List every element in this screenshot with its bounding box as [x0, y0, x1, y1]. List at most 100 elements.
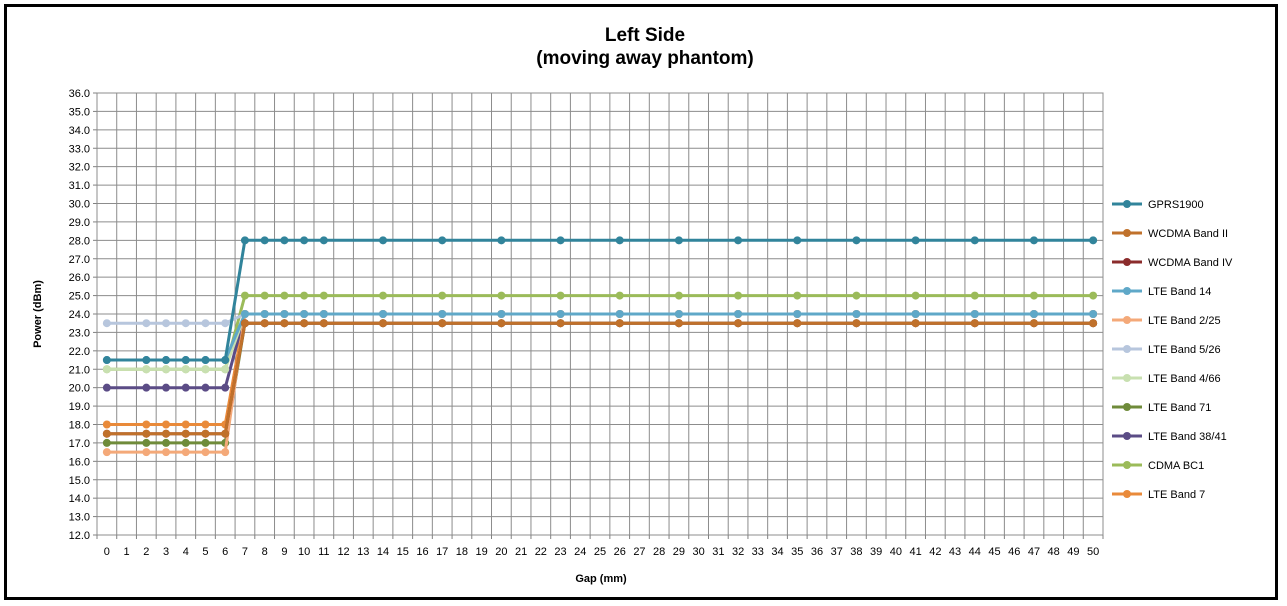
y-tick-label: 25.0 — [69, 291, 90, 303]
data-point — [852, 236, 861, 245]
data-point — [734, 310, 743, 318]
y-tick-label: 30.0 — [69, 199, 90, 211]
data-point — [181, 448, 190, 457]
data-point — [438, 319, 447, 328]
data-point — [793, 291, 802, 300]
y-tick-label: 36.0 — [69, 88, 90, 100]
x-tick-label: 36 — [811, 546, 823, 558]
data-point — [162, 356, 171, 365]
data-point — [379, 310, 388, 318]
data-point — [181, 319, 190, 328]
x-tick-label: 41 — [909, 546, 921, 558]
data-point — [181, 438, 190, 447]
legend-swatch-marker — [1123, 432, 1131, 440]
data-point — [162, 429, 171, 438]
x-tick-label: 32 — [732, 546, 744, 558]
x-tick-label: 12 — [337, 546, 349, 558]
y-tick-label: 18.0 — [69, 420, 90, 432]
x-tick-label: 16 — [416, 546, 428, 558]
x-tick-label: 13 — [357, 546, 369, 558]
data-point — [162, 438, 171, 447]
data-point — [142, 356, 151, 365]
data-point — [102, 448, 111, 457]
legend-item: LTE Band 7 — [1112, 489, 1205, 501]
y-axis-label: Power (dBm) — [32, 280, 44, 348]
y-tick-label: 28.0 — [69, 235, 90, 247]
y-tick-label: 26.0 — [69, 272, 90, 284]
data-point — [102, 365, 111, 374]
data-point — [1029, 319, 1038, 328]
x-axis-ticks: 0 1 2 3 4 5 6 7 8 9 10 11 12 13 14 15 16 17 18 19 20 21 22 23 24… — [104, 546, 1099, 558]
data-point — [319, 319, 328, 328]
data-point — [102, 319, 111, 328]
x-tick-label: 3 — [163, 546, 169, 558]
data-point — [674, 291, 683, 300]
y-tick-label: 20.0 — [69, 383, 90, 395]
x-tick-label: 48 — [1048, 546, 1060, 558]
legend-label: CDMA BC1 — [1148, 460, 1204, 472]
data-point — [615, 310, 624, 318]
legend-label: GPRS1900 — [1148, 199, 1204, 211]
series-lines — [102, 236, 1098, 457]
data-point — [280, 291, 289, 300]
x-tick-label: 35 — [791, 546, 803, 558]
y-tick-label: 29.0 — [69, 217, 90, 229]
x-tick-label: 25 — [594, 546, 606, 558]
data-point — [970, 319, 979, 328]
data-point — [970, 236, 979, 245]
y-tick-label: 34.0 — [69, 125, 90, 137]
data-point — [379, 319, 388, 328]
data-point — [300, 310, 309, 318]
y-tick-label: 13.0 — [69, 512, 90, 524]
x-tick-label: 29 — [673, 546, 685, 558]
data-point — [497, 319, 506, 328]
x-tick-label: 10 — [298, 546, 310, 558]
data-point — [911, 236, 920, 245]
y-tick-label: 35.0 — [69, 106, 90, 118]
data-point — [201, 383, 210, 392]
data-point — [911, 310, 920, 318]
x-tick-label: 31 — [712, 546, 724, 558]
x-axis-label: Gap (mm) — [575, 573, 627, 585]
data-point — [734, 319, 743, 328]
chart-subtitle: (moving away phantom) — [536, 48, 753, 69]
data-point — [1089, 310, 1098, 318]
legend-item: WCDMA Band IV — [1112, 257, 1233, 269]
data-point — [240, 236, 249, 245]
data-point — [280, 310, 289, 318]
legend-swatch-marker — [1123, 316, 1131, 324]
data-point — [970, 310, 979, 318]
data-point — [970, 291, 979, 300]
legend-item: WCDMA Band II — [1112, 228, 1228, 240]
data-point — [1029, 291, 1038, 300]
legend-label: LTE Band 4/66 — [1148, 373, 1221, 385]
data-point — [852, 319, 861, 328]
series-lte-band-4-66 — [102, 310, 1098, 374]
data-point — [260, 291, 269, 300]
data-point — [221, 356, 230, 365]
x-tick-label: 26 — [614, 546, 626, 558]
data-point — [201, 365, 210, 374]
legend-item: LTE Band 5/26 — [1112, 344, 1221, 356]
data-point — [734, 291, 743, 300]
data-point — [674, 236, 683, 245]
data-point — [319, 291, 328, 300]
legend-swatch-marker — [1123, 229, 1131, 237]
data-point — [674, 310, 683, 318]
data-point — [102, 438, 111, 447]
data-point — [181, 356, 190, 365]
data-point — [1089, 319, 1098, 328]
legend-label: LTE Band 2/25 — [1148, 315, 1221, 327]
data-point — [615, 291, 624, 300]
data-point — [734, 236, 743, 245]
data-point — [793, 236, 802, 245]
x-tick-label: 14 — [377, 546, 389, 558]
data-point — [319, 310, 328, 318]
y-tick-label: 21.0 — [69, 364, 90, 376]
data-point — [852, 310, 861, 318]
data-point — [221, 448, 230, 457]
data-point — [181, 365, 190, 374]
x-tick-label: 0 — [104, 546, 110, 558]
data-point — [162, 319, 171, 328]
